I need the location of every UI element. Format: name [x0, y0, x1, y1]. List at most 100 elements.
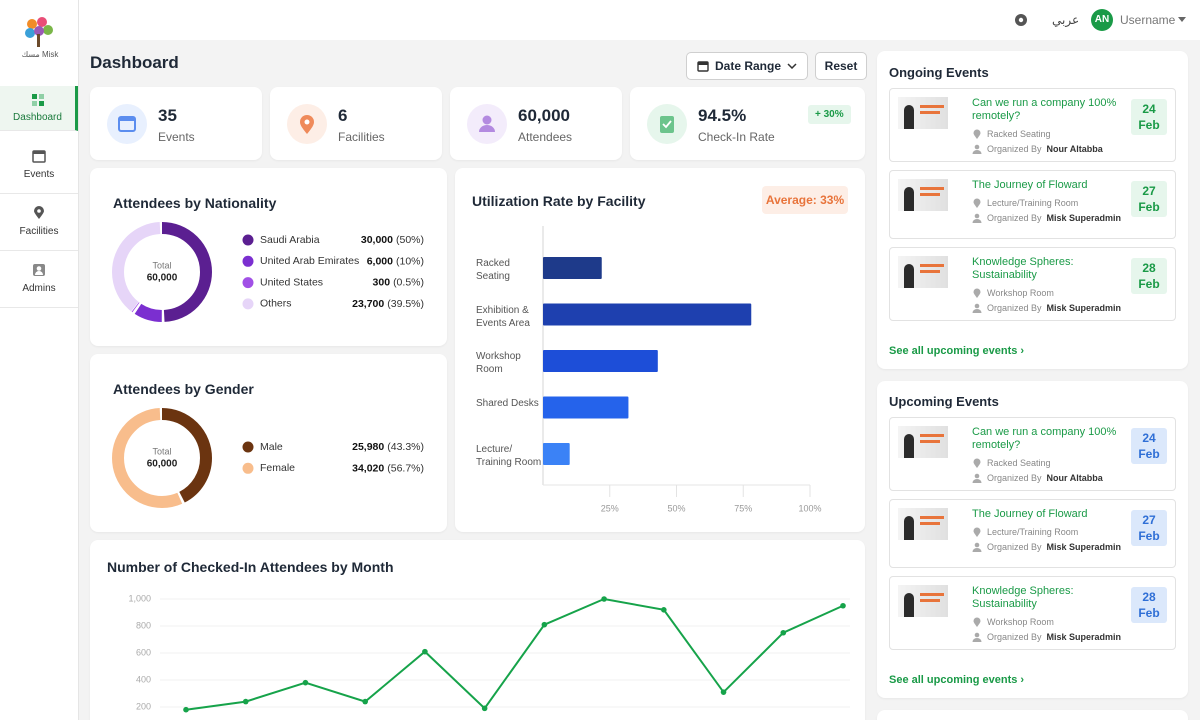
thumb-figure — [904, 264, 914, 288]
event-thumbnail — [898, 179, 948, 211]
event-location: Racked Seating — [972, 458, 1167, 468]
average-badge: Average: 33% — [762, 186, 848, 214]
pin-icon — [973, 288, 981, 298]
event-item[interactable]: Knowledge Spheres: Sustainability Worksho… — [889, 576, 1176, 650]
nav-item[interactable]: Admins — [0, 251, 78, 308]
event-list: Can we run a company 100% remotely? Racke… — [889, 88, 1176, 321]
event-item[interactable]: The Journey of Floward Lecture/Training R… — [889, 170, 1176, 239]
event-day: 27 — [1142, 184, 1156, 198]
logo — [25, 17, 53, 47]
thumb-stripe — [920, 599, 940, 602]
event-month: Feb — [1138, 447, 1160, 461]
event-month: Feb — [1138, 529, 1160, 543]
event-date: 24 Feb — [1131, 428, 1167, 464]
stat-label: Facilities — [338, 130, 385, 144]
card-title: Attendees by Gender — [113, 381, 254, 397]
organizer-name: Misk Superadmin — [1046, 632, 1122, 642]
thumb-stripe — [920, 264, 944, 267]
event-thumbnail — [898, 585, 948, 617]
see-all-link[interactable]: See all upcoming events › — [889, 345, 1025, 357]
stat-label: Events — [158, 130, 195, 144]
link-label[interactable]: See all upcoming events — [889, 345, 1018, 357]
organizer-name: Nour Altabba — [1046, 144, 1103, 154]
pin-icon — [973, 198, 981, 208]
pin-icon — [973, 527, 981, 537]
icon — [118, 116, 136, 132]
organizer-label: Organized By — [987, 632, 1042, 642]
category-label: Racked Seating — [476, 258, 510, 282]
stat-icon — [287, 104, 327, 144]
event-organizer: Organized By Misk Superadmin — [972, 542, 1167, 552]
nav-label: Events — [23, 169, 55, 180]
avatar[interactable]: AN — [1091, 9, 1113, 31]
event-list: Can we run a company 100% remotely? Racke… — [889, 417, 1176, 650]
thumb-stripe — [920, 522, 940, 525]
stat-icon — [647, 104, 687, 144]
date-range-button[interactable]: Date Range — [686, 52, 808, 80]
settings-icon[interactable] — [1013, 12, 1029, 28]
thumb-stripe — [920, 187, 944, 190]
event-title: Can we run a company 100% remotely? — [972, 97, 1117, 122]
category-label: Workshop Room — [476, 351, 521, 375]
language-switch[interactable]: عربي — [1052, 13, 1080, 27]
card-title: Number of Checked-In Attendees by Month — [107, 559, 394, 575]
thumb-figure — [904, 593, 914, 617]
event-item[interactable]: Can we run a company 100% remotely? Racke… — [889, 88, 1176, 162]
checkins-card: Number of Checked-In Attendees by Month — [90, 540, 865, 720]
event-thumbnail — [898, 426, 948, 458]
caret[interactable] — [1178, 17, 1186, 23]
event-item[interactable]: The Journey of Floward Lecture/Training R… — [889, 499, 1176, 568]
nav-item[interactable]: Dashboard — [0, 86, 78, 131]
icon — [479, 115, 495, 132]
link-label[interactable]: See all upcoming events — [889, 674, 1018, 686]
event-organizer: Organized By Misk Superadmin — [972, 632, 1167, 642]
location-text: Racked Seating — [987, 129, 1051, 139]
username[interactable]: Username — [1120, 13, 1176, 27]
event-title: The Journey of Floward — [972, 508, 1088, 520]
event-thumbnail — [898, 97, 948, 129]
organizer-name: Misk Superadmin — [1046, 213, 1122, 223]
organizer-label: Organized By — [987, 213, 1042, 223]
nav-item[interactable]: Events — [0, 137, 78, 194]
stat-card: 35 Events — [90, 87, 262, 160]
gender-card: Attendees by Gender — [90, 354, 447, 532]
calendar-icon — [697, 61, 709, 72]
thumb-figure — [904, 434, 914, 458]
nav-icon — [34, 206, 44, 219]
event-location: Racked Seating — [972, 129, 1167, 139]
reset-button[interactable]: Reset — [815, 52, 867, 80]
pin-icon — [973, 617, 981, 627]
thumb-stripe — [920, 593, 944, 596]
see-all-link[interactable]: See all upcoming events › — [889, 674, 1025, 686]
more-card — [877, 710, 1188, 720]
nav-label: Facilities — [19, 226, 59, 237]
thumb-figure — [904, 187, 914, 211]
location-text: Lecture/Training Room — [987, 198, 1079, 208]
stat-value: 35 — [158, 106, 177, 125]
event-day: 27 — [1142, 513, 1156, 527]
organizer-name: Nour Altabba — [1046, 473, 1103, 483]
category-label: Exhibition & Events Area — [476, 304, 530, 329]
event-item[interactable]: Knowledge Spheres: Sustainability Worksho… — [889, 247, 1176, 321]
stat-icon — [107, 104, 147, 144]
stat-label: Attendees — [518, 130, 573, 144]
event-date: 28 Feb — [1131, 258, 1167, 294]
top-bar: عربي AN Username — [0, 0, 1200, 40]
stat-card: 94.5% Check-In Rate + 30% — [630, 87, 865, 160]
card-title: Ongoing Events — [889, 65, 989, 80]
stat-value: 6 — [338, 106, 348, 125]
person-icon — [972, 144, 982, 154]
utilization-card: Utilization Rate by Facility Average: 33… — [455, 168, 865, 532]
nav-icon — [31, 94, 44, 106]
event-day: 24 — [1142, 102, 1156, 116]
event-month: Feb — [1138, 118, 1160, 132]
nav-item[interactable]: Facilities — [0, 194, 78, 251]
event-month: Feb — [1138, 606, 1160, 620]
event-item[interactable]: Can we run a company 100% remotely? Racke… — [889, 417, 1176, 491]
card-title: Attendees by Nationality — [113, 195, 277, 211]
pin-icon — [973, 458, 981, 468]
person-icon — [972, 632, 982, 642]
thumb-stripe — [920, 270, 940, 273]
